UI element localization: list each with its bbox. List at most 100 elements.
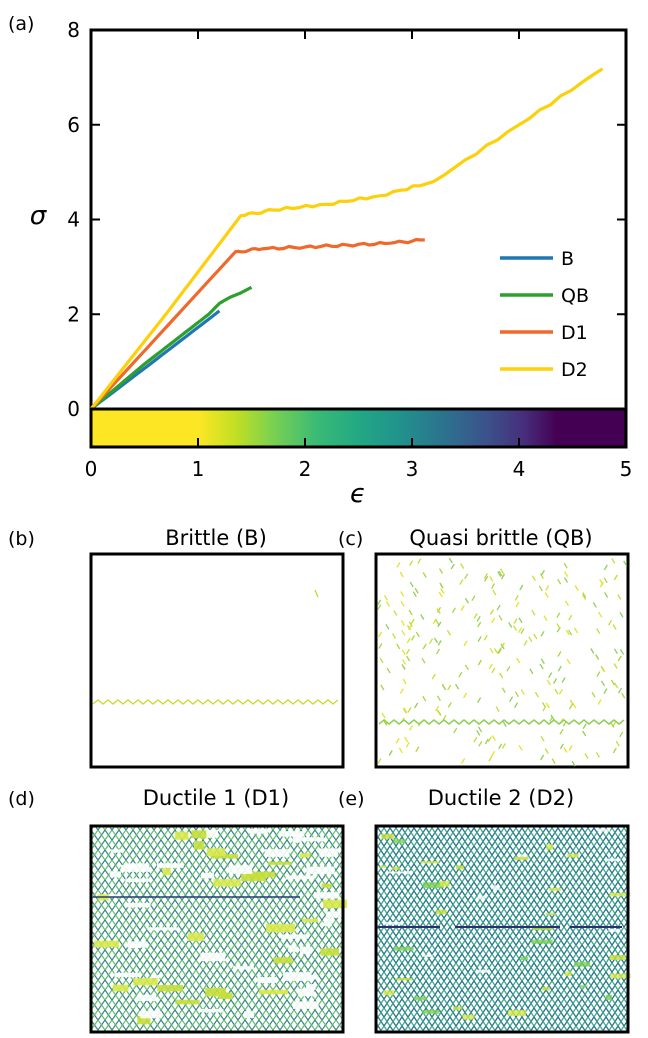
ductile-2-crack-map — [374, 824, 631, 1034]
crack-segment — [448, 557, 453, 564]
crack-segment — [491, 735, 496, 741]
damage-gap — [194, 841, 205, 850]
damage-gap — [306, 974, 318, 980]
crack-segment — [528, 636, 533, 643]
damage-gap — [475, 969, 489, 973]
crack-segment — [464, 597, 469, 604]
damage-gap — [136, 994, 157, 1001]
damage-gap — [147, 927, 177, 931]
crack-segment — [377, 758, 382, 764]
damage-gap — [298, 988, 315, 997]
crack-segment — [540, 630, 545, 637]
crack-segment — [477, 697, 482, 703]
crack-segment — [500, 573, 506, 580]
crack-segment — [414, 587, 419, 594]
crack-segment — [540, 658, 545, 665]
damage-gap — [453, 1006, 463, 1010]
crack-segment — [516, 657, 521, 664]
crack-segment — [497, 647, 502, 654]
crack-segment — [523, 640, 528, 646]
y-tick-label: 2 — [67, 302, 80, 326]
crack-segment — [621, 692, 626, 699]
damage-gap — [245, 871, 276, 878]
damage-gap — [191, 830, 213, 839]
crack-segment — [464, 573, 469, 580]
crack-segment — [377, 604, 382, 610]
damage-gap — [279, 831, 305, 837]
crack-segment — [415, 746, 420, 753]
damage-gap — [393, 946, 414, 951]
crack-segment — [477, 636, 482, 642]
crack-segment — [489, 576, 494, 582]
crack-segment — [512, 625, 518, 632]
crack-segment — [401, 629, 406, 636]
damage-gap — [323, 899, 347, 909]
brittle-crack-map — [89, 552, 345, 769]
crack-segment — [412, 591, 417, 598]
damage-gap — [206, 829, 218, 838]
damage-gap — [520, 956, 529, 961]
crack-segment — [436, 608, 441, 614]
crack-segment — [497, 648, 502, 655]
crack-segment — [548, 672, 553, 678]
crack-line — [92, 699, 339, 705]
crack-segment — [385, 601, 391, 607]
crack-segment — [544, 592, 549, 598]
crack-segment — [437, 640, 442, 646]
damage-gap — [422, 1010, 440, 1014]
panel-e-label: (e) — [338, 788, 365, 810]
crack-segment — [450, 563, 455, 570]
crack-segment — [463, 640, 468, 647]
crack-segment — [595, 654, 600, 660]
x-tick-marks — [197, 30, 520, 39]
crack-segment — [473, 613, 478, 619]
damage-gap — [301, 837, 324, 842]
x-tick-label: 0 — [85, 457, 98, 481]
crack-segment — [517, 627, 523, 634]
y-tick-label: 8 — [67, 18, 80, 42]
x-axis-label: ϵ — [350, 479, 366, 509]
crack-segment — [398, 747, 403, 754]
crack-segment — [508, 622, 513, 628]
crack-segment — [499, 568, 505, 575]
crack-segment — [497, 571, 502, 577]
crack-segment — [476, 730, 481, 736]
crack-segment — [591, 691, 596, 698]
crack-segment — [515, 601, 520, 608]
crack-segment — [495, 706, 500, 712]
damage-gap — [514, 856, 529, 860]
damage-gap — [273, 957, 293, 964]
crack-segment — [582, 723, 587, 730]
crack-segment — [401, 664, 406, 670]
crack-segment — [604, 592, 609, 598]
x-tick-label: 2 — [299, 457, 312, 481]
damage-gap — [609, 892, 631, 897]
crack-segment — [414, 702, 419, 709]
crack-segment — [477, 621, 482, 628]
series-line-d1 — [89, 237, 425, 411]
y-tick-label: 4 — [67, 208, 80, 232]
crack-segment — [499, 672, 504, 679]
crack-segment — [496, 604, 501, 611]
damage-gap — [127, 941, 148, 948]
crack-segment — [538, 585, 543, 592]
crack-segment — [554, 688, 559, 695]
damage-gap — [435, 909, 447, 915]
damage-gap — [326, 911, 355, 918]
damage-gap — [280, 934, 309, 939]
crack-segment — [428, 638, 434, 645]
crack-segment — [571, 760, 576, 767]
crack-segment — [559, 743, 564, 750]
x-tick-label: 4 — [513, 457, 526, 481]
damage-gap — [381, 833, 395, 839]
damage-gap — [414, 996, 427, 1001]
crack-segment — [409, 560, 414, 566]
crack-segment — [435, 619, 440, 626]
crack-segment — [492, 589, 497, 596]
damage-gap — [162, 868, 171, 876]
crack-segment — [459, 579, 464, 585]
damage-gap — [285, 875, 315, 880]
crack-segment — [402, 678, 407, 685]
crack-segment — [421, 657, 426, 664]
crack-segment — [461, 758, 466, 764]
